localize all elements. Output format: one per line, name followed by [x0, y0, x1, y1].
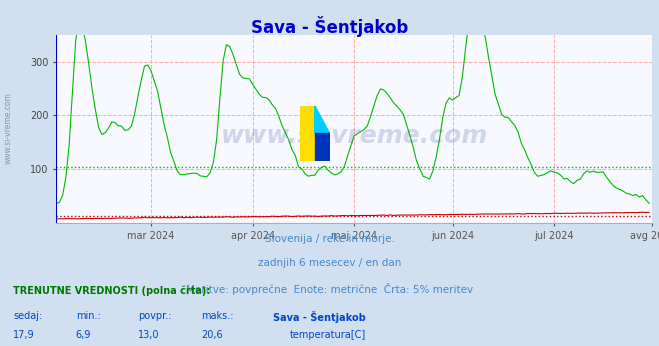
- Text: www.si-vreme.com: www.si-vreme.com: [221, 125, 488, 148]
- Text: Meritve: povprečne  Enote: metrične  Črta: 5% meritev: Meritve: povprečne Enote: metrične Črta:…: [186, 283, 473, 295]
- Text: 17,9: 17,9: [13, 330, 35, 340]
- Text: min.:: min.:: [76, 311, 101, 321]
- Text: Slovenija / reke in morje.: Slovenija / reke in morje.: [264, 234, 395, 244]
- Polygon shape: [315, 133, 330, 161]
- Text: 6,9: 6,9: [76, 330, 91, 340]
- Polygon shape: [315, 106, 330, 133]
- Text: TRENUTNE VREDNOSTI (polna črta):: TRENUTNE VREDNOSTI (polna črta):: [13, 285, 211, 296]
- Text: 13,0: 13,0: [138, 330, 160, 340]
- Text: maks.:: maks.:: [201, 311, 233, 321]
- Text: 20,6: 20,6: [201, 330, 223, 340]
- Text: Sava - Šentjakob: Sava - Šentjakob: [251, 16, 408, 37]
- Text: www.si-vreme.com: www.si-vreme.com: [3, 92, 13, 164]
- Text: zadnjih 6 mesecev / en dan: zadnjih 6 mesecev / en dan: [258, 258, 401, 268]
- Text: temperatura[C]: temperatura[C]: [289, 330, 366, 340]
- Text: sedaj:: sedaj:: [13, 311, 42, 321]
- Text: povpr.:: povpr.:: [138, 311, 172, 321]
- Polygon shape: [300, 106, 315, 161]
- Text: Sava - Šentjakob: Sava - Šentjakob: [273, 311, 366, 324]
